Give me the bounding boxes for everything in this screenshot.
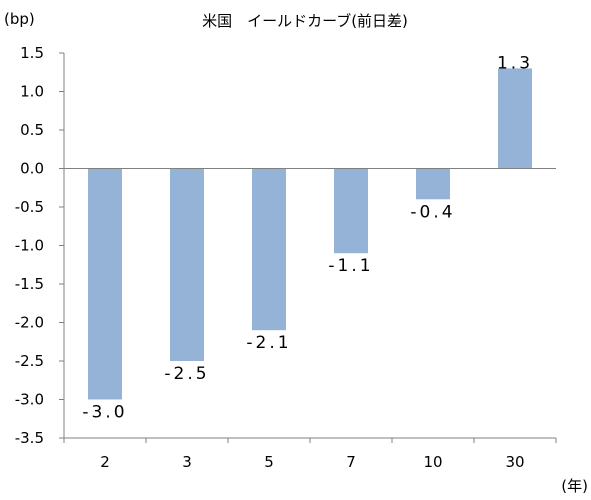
plot-area: 1.5 1.0 0.5 0.0 -0.5 -1.0 -1.5 -2.0 -2.5 -3.0 -3.5… <box>15 44 557 471</box>
bar-10 <box>416 168 450 200</box>
y-tick-label: 1.5 <box>20 44 44 62</box>
data-label-2: -3.0 <box>82 403 127 423</box>
y-tick-label: -1.0 <box>15 237 44 255</box>
x-tick-label: 3 <box>182 453 192 471</box>
bar-7 <box>334 168 368 254</box>
data-label-7: -1.1 <box>328 256 373 276</box>
data-label-10: -0.4 <box>410 202 455 222</box>
bar-30 <box>498 68 532 169</box>
data-label-5: -2.1 <box>246 333 291 353</box>
y-tick-label: 1.0 <box>20 83 44 101</box>
y-tick-label: 0.5 <box>20 121 44 139</box>
y-tick-label: -0.5 <box>15 198 44 216</box>
chart-title: 米国 イールドカーブ(前日差) <box>202 12 408 30</box>
y-axis-unit-label: (bp) <box>4 10 35 28</box>
y-tick-label: 0.0 <box>20 160 44 178</box>
y-tick-label: -3.0 <box>15 391 44 409</box>
y-tick-label: -2.0 <box>15 314 44 332</box>
bar-5 <box>252 168 286 331</box>
data-label-3: -2.5 <box>164 364 209 384</box>
x-tick-label: 10 <box>423 453 442 471</box>
x-tick-label: 7 <box>346 453 356 471</box>
bar-3 <box>170 168 204 361</box>
y-tick-label: -2.5 <box>15 352 44 370</box>
bar-2 <box>88 168 122 400</box>
x-axis-unit-label: (年) <box>561 477 588 495</box>
x-tick-label: 2 <box>100 453 110 471</box>
y-tick-label: -3.5 <box>15 429 44 447</box>
x-tick-label: 30 <box>505 453 524 471</box>
x-tick-label: 5 <box>264 453 274 471</box>
y-tick-label: -1.5 <box>15 275 44 293</box>
data-label-30: 1.3 <box>497 53 533 73</box>
